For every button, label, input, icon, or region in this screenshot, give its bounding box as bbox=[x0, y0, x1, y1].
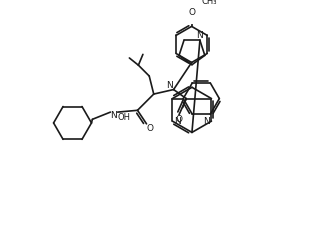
Text: N: N bbox=[110, 111, 116, 120]
Text: N: N bbox=[166, 82, 172, 90]
Text: O: O bbox=[188, 8, 195, 17]
Text: N: N bbox=[197, 31, 203, 40]
Text: CH₃: CH₃ bbox=[202, 0, 218, 6]
Text: O: O bbox=[176, 115, 183, 124]
Text: O: O bbox=[147, 124, 154, 133]
Text: OH: OH bbox=[117, 113, 130, 122]
Text: N: N bbox=[203, 117, 210, 126]
Text: N: N bbox=[175, 117, 181, 126]
